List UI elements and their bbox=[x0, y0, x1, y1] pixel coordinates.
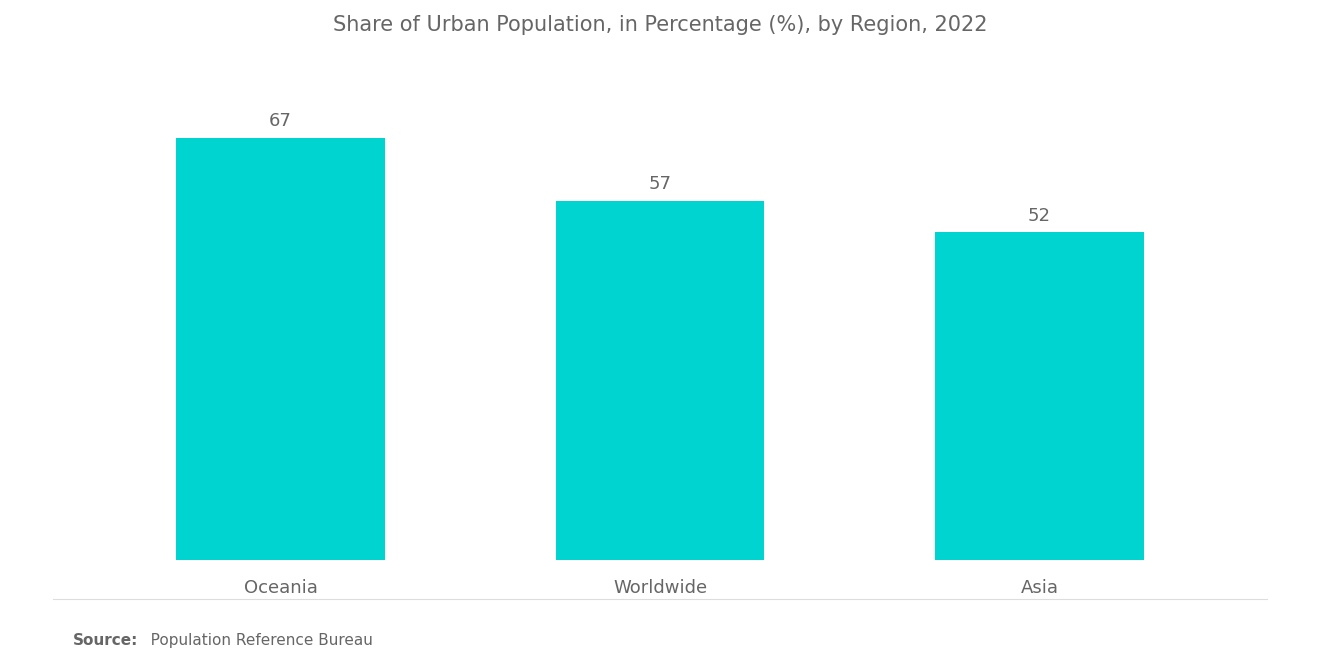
Text: 52: 52 bbox=[1028, 207, 1051, 225]
Bar bbox=[177, 138, 385, 560]
Text: 67: 67 bbox=[269, 112, 292, 130]
Text: 57: 57 bbox=[648, 176, 672, 194]
Bar bbox=[935, 232, 1143, 560]
Text: Population Reference Bureau: Population Reference Bureau bbox=[136, 633, 372, 648]
Text: Source:: Source: bbox=[73, 633, 139, 648]
Bar bbox=[556, 201, 764, 560]
Title: Share of Urban Population, in Percentage (%), by Region, 2022: Share of Urban Population, in Percentage… bbox=[333, 15, 987, 35]
